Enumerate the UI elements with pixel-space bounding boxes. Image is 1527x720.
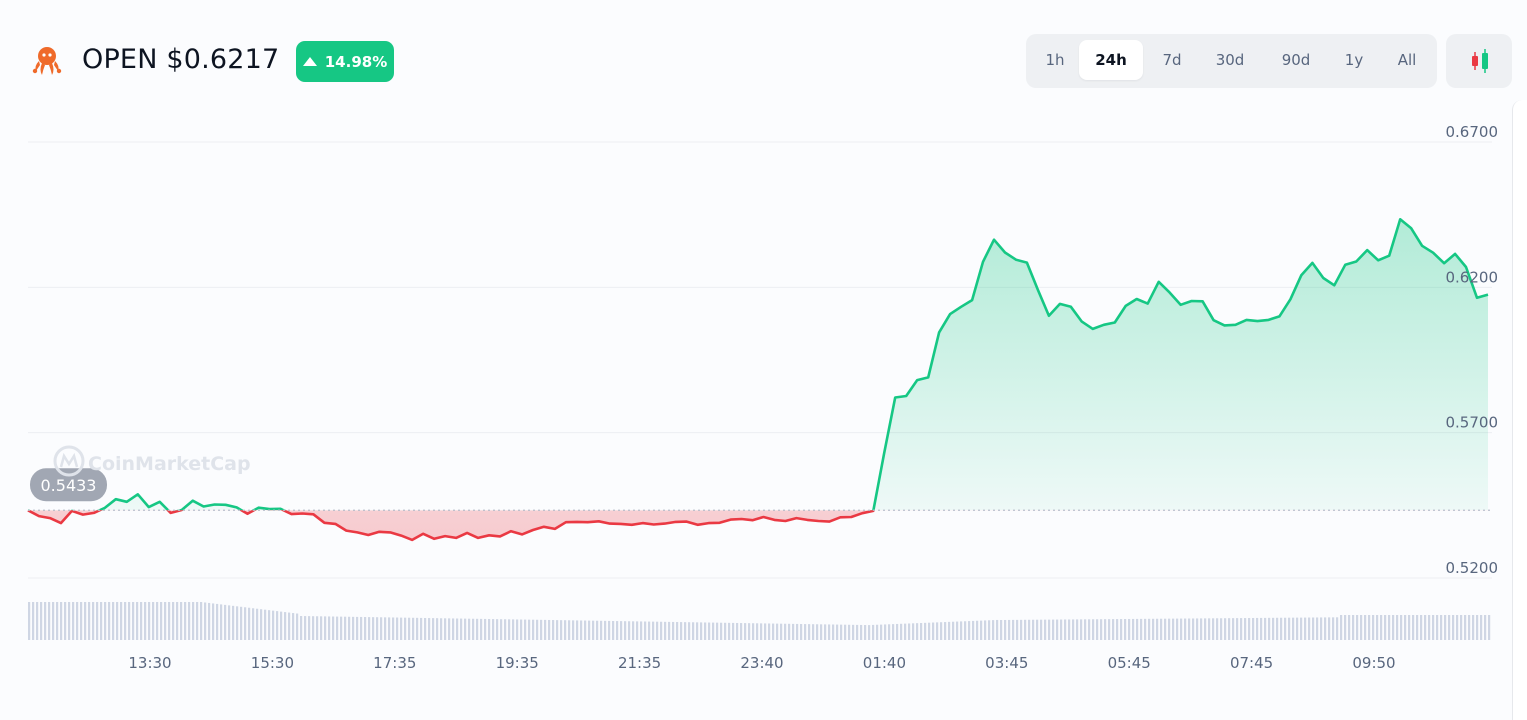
x-tick-label: 13:30 bbox=[128, 654, 171, 672]
y-tick-label: 0.5700 bbox=[1446, 414, 1499, 432]
y-tick-label: 0.6200 bbox=[1446, 268, 1499, 286]
chart-header: OPEN $0.6217 14.98% 1h 24h 7d 30d 90d 1y… bbox=[0, 0, 1527, 110]
range-24h[interactable]: 24h bbox=[1079, 40, 1143, 80]
candlestick-toggle-button[interactable] bbox=[1446, 34, 1512, 88]
side-panel-edge bbox=[1512, 100, 1527, 720]
range-7d[interactable]: 7d bbox=[1162, 51, 1182, 69]
x-tick-label: 15:30 bbox=[251, 654, 294, 672]
page-title: OPEN $0.6217 bbox=[82, 44, 280, 75]
range-1y[interactable]: 1y bbox=[1344, 51, 1364, 69]
triangle-up-icon bbox=[302, 57, 317, 66]
range-30d[interactable]: 30d bbox=[1215, 51, 1245, 69]
reference-value-label: 0.5433 bbox=[41, 476, 97, 495]
x-tick-label: 03:45 bbox=[985, 654, 1028, 672]
x-tick-label: 05:45 bbox=[1108, 654, 1151, 672]
price-change-value: 14.98% bbox=[324, 52, 388, 71]
watermark-text: CoinMarketCap bbox=[88, 453, 251, 475]
price-change-badge: 14.98% bbox=[296, 41, 394, 82]
range-1h[interactable]: 1h bbox=[1045, 51, 1065, 69]
reference-value-pill bbox=[30, 468, 107, 502]
x-tick-label: 07:45 bbox=[1230, 654, 1273, 672]
range-all[interactable]: All bbox=[1397, 51, 1417, 69]
x-tick-label: 01:40 bbox=[863, 654, 906, 672]
range-90d[interactable]: 90d bbox=[1281, 51, 1311, 69]
x-tick-label: 21:35 bbox=[618, 654, 661, 672]
price-line-up bbox=[28, 218, 1489, 511]
x-tick-label: 19:35 bbox=[496, 654, 539, 672]
x-tick-label: 23:40 bbox=[740, 654, 783, 672]
candlestick-icon bbox=[1472, 49, 1488, 73]
y-tick-label: 0.6700 bbox=[1446, 123, 1499, 141]
y-tick-label: 0.5200 bbox=[1446, 559, 1499, 577]
x-tick-label: 17:35 bbox=[373, 654, 416, 672]
coinmarketcap-watermark: CoinMarketCap bbox=[53, 445, 251, 477]
price-area-up bbox=[99, 219, 1488, 511]
coinmarketcap-logo-icon bbox=[53, 445, 85, 477]
volume-bars bbox=[28, 602, 1491, 640]
octopus-icon bbox=[30, 44, 64, 78]
price-line-down bbox=[27, 510, 875, 542]
x-tick-label: 09:50 bbox=[1352, 654, 1395, 672]
time-range-selector: 1h 24h 7d 30d 90d 1y All bbox=[1026, 34, 1437, 88]
